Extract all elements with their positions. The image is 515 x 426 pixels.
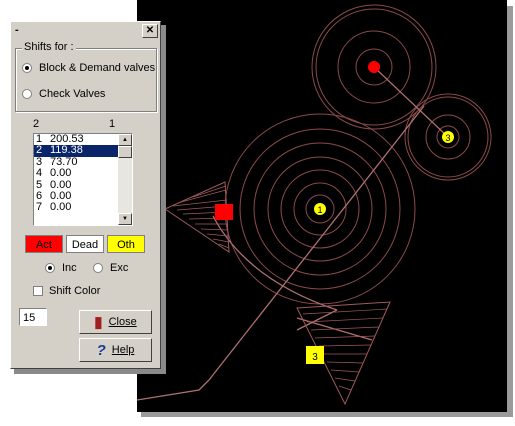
node-3-square-label: 3 (312, 352, 318, 363)
legend-oth-label: Oth (117, 239, 135, 251)
canvas-shadow-right (507, 6, 513, 416)
red-node-marker (368, 61, 380, 73)
radio-inc[interactable]: Inc (45, 262, 77, 274)
radio-exc-circle[interactable] (93, 263, 103, 273)
radio-exc[interactable]: Exc (93, 262, 128, 274)
radio-exc-label: Exc (110, 262, 129, 274)
node-1-label: 1 (317, 205, 322, 215)
list-header-left: 2 (33, 118, 40, 130)
radio-block-demand[interactable]: Block & Demand valves (22, 62, 155, 74)
pipes (137, 66, 449, 401)
radio-check-valves-label: Check Valves (39, 88, 106, 100)
legend-dead-label: Dead (71, 239, 99, 251)
radio-inc-circle[interactable] (45, 263, 55, 273)
radio-check-valves-circle[interactable] (22, 89, 32, 99)
close-button-label: Close (108, 316, 137, 328)
circles-node-3 (404, 93, 492, 181)
network-drawing: 1 3 3 (137, 4, 492, 406)
canvas-shadow-bottom (141, 412, 513, 417)
list-item[interactable]: 7 0.00 (36, 201, 72, 214)
list-header-right: 1 (109, 118, 116, 130)
value-input[interactable]: 15 (19, 308, 47, 326)
shift-values-list[interactable]: 1 200.53 2 119.38 3 73.70 4 0.00 5 0.00 6 0.00… (33, 133, 133, 226)
panel-titlebar[interactable]: - ✕ (13, 24, 158, 38)
list-item[interactable]: 3 73.70 (36, 155, 78, 168)
drawing-canvas[interactable]: 1 3 3 (137, 0, 507, 412)
legend-act-label: Act (36, 239, 52, 251)
list-item[interactable]: 1 200.53 (36, 133, 84, 145)
door-icon: ▮ (94, 314, 103, 331)
shift-color-checkbox[interactable] (33, 286, 43, 296)
red-square-marker (215, 204, 233, 220)
list-item[interactable]: 5 0.00 (36, 178, 72, 191)
legend-dead[interactable]: Dead (66, 235, 104, 253)
scroll-thumb[interactable] (118, 146, 132, 158)
scroll-up-button[interactable]: ▲ (118, 134, 132, 146)
help-icon: ? (96, 341, 106, 359)
legend-act[interactable]: Act (25, 235, 63, 253)
panel-shadow-bottom (14, 369, 166, 374)
list-item[interactable]: 6 0.00 (36, 189, 72, 202)
node-1-marker (314, 203, 326, 215)
radio-inc-label: Inc (62, 262, 77, 274)
help-button[interactable]: ? Help (79, 338, 152, 362)
shifts-panel: - ✕ Shifts for : Block & Demand valves C… (10, 21, 161, 369)
panel-shadow-right (161, 25, 166, 373)
legend-oth[interactable]: Oth (107, 235, 145, 253)
radio-block-demand-circle[interactable] (22, 63, 32, 73)
node-3-label: 3 (445, 133, 450, 143)
list-item-selected[interactable]: 2 119.38 (34, 144, 132, 157)
shift-color-label: Shift Color (49, 285, 101, 297)
close-window-button[interactable]: ✕ (142, 24, 158, 38)
node-3-marker (442, 131, 454, 143)
shifts-for-group: Shifts for : Block & Demand valves Check… (15, 41, 157, 112)
shifts-for-label: Shifts for : (22, 41, 76, 53)
radio-block-demand-label: Block & Demand valves (39, 62, 156, 74)
list-scrollbar[interactable]: ▲ ▼ (118, 134, 132, 225)
circles-node-red (311, 4, 437, 130)
help-button-label: Help (111, 344, 135, 356)
close-icon: ✕ (145, 25, 155, 36)
node-3-square-marker (306, 346, 324, 364)
close-button[interactable]: ▮ Close (79, 310, 152, 334)
list-item[interactable]: 4 0.00 (36, 167, 72, 180)
shift-color-checkbox-row[interactable]: Shift Color (33, 285, 100, 297)
arrow-up-icon: ▲ (122, 137, 128, 143)
panel-title: - (15, 24, 19, 36)
arrow-down-icon: ▼ (122, 216, 128, 222)
scroll-down-button[interactable]: ▼ (118, 213, 132, 225)
radio-check-valves[interactable]: Check Valves (22, 88, 105, 100)
